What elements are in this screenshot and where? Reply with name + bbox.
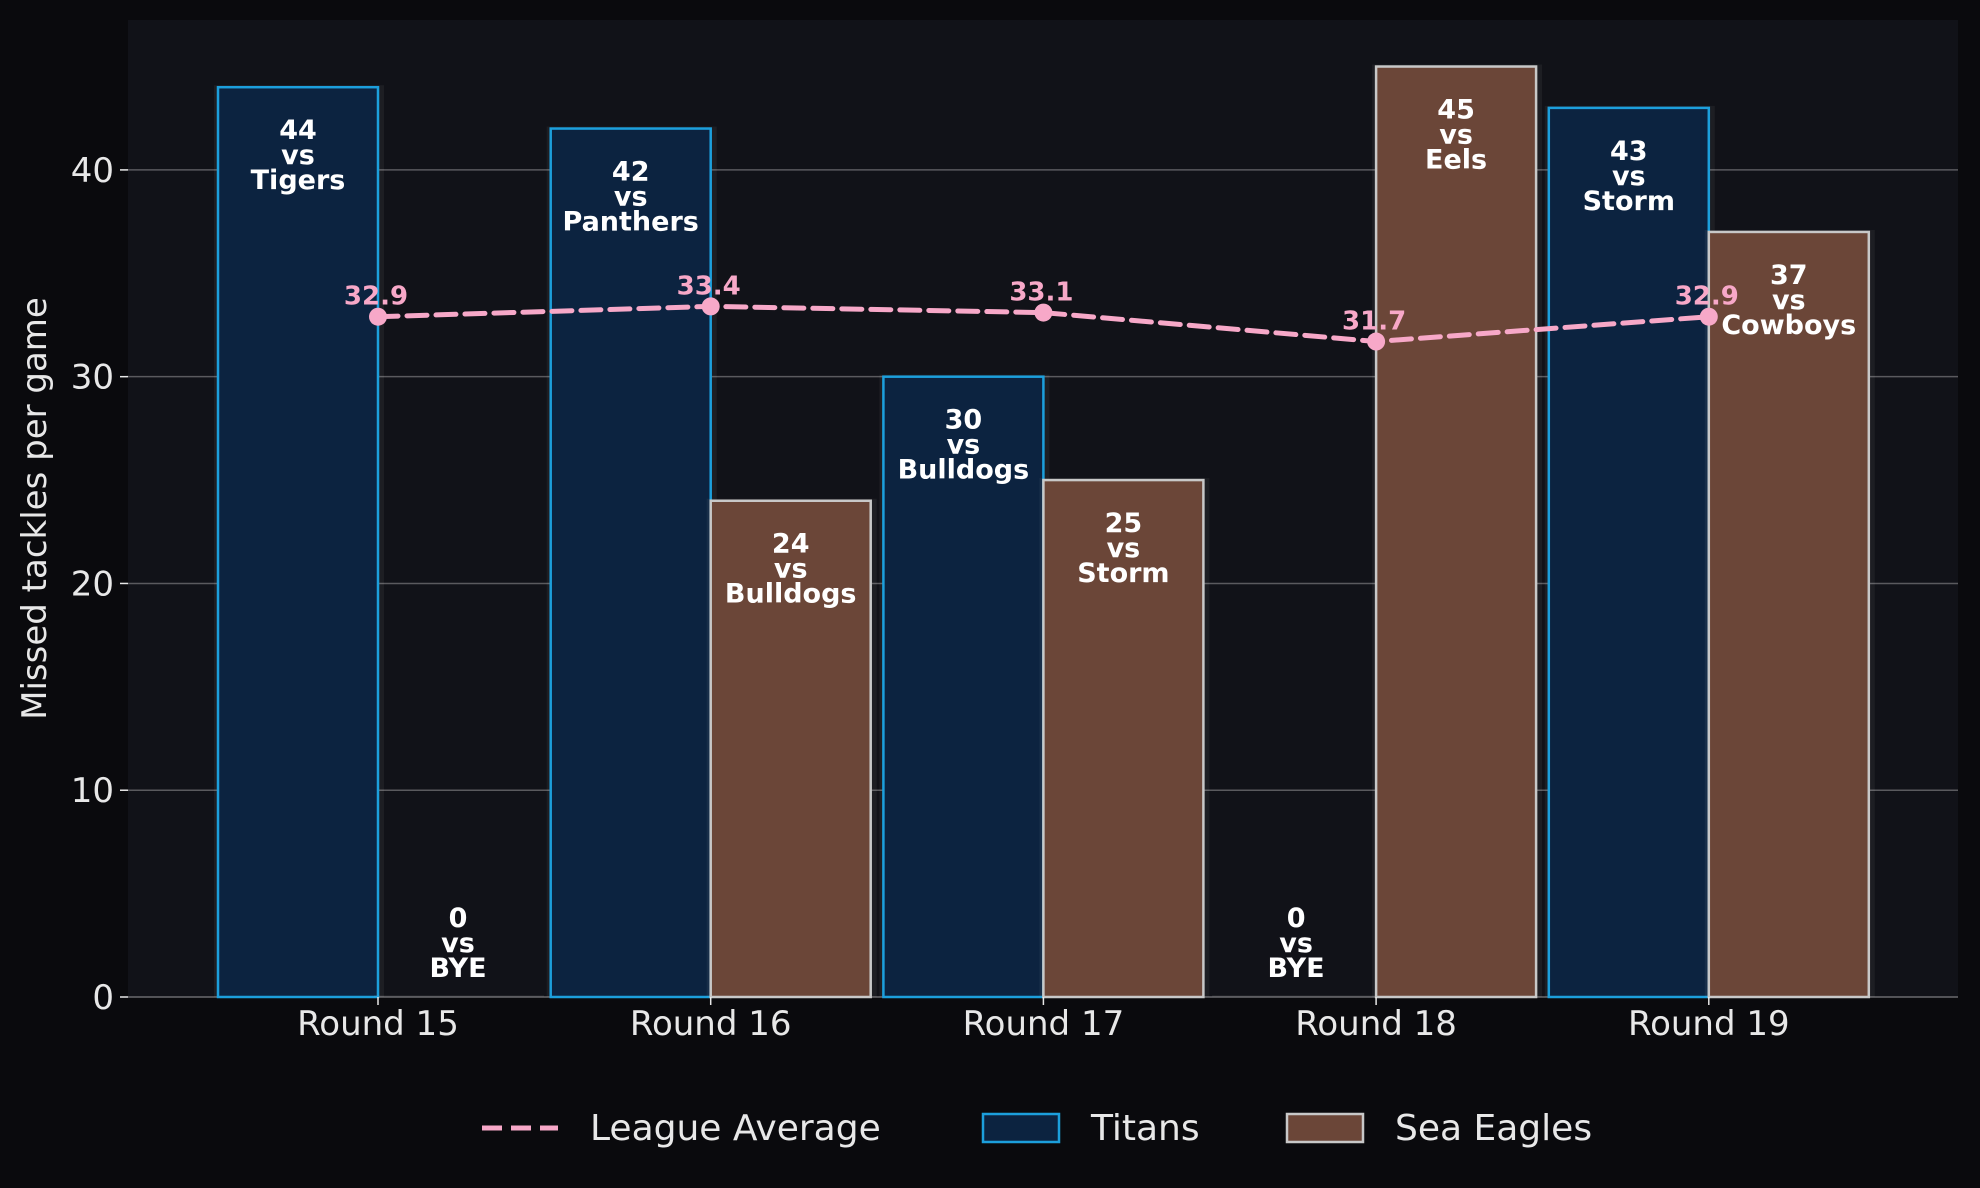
legend-titans-label: Titans xyxy=(1090,1108,1200,1149)
bar-opponent-label: BYE xyxy=(1268,953,1325,984)
bar-opponent-label: Cowboys xyxy=(1721,310,1856,341)
titans-bar xyxy=(216,85,380,999)
bar-value-label: 24 xyxy=(772,529,810,560)
sea-eagles-bar xyxy=(709,499,872,999)
bar-opponent-label: Tigers xyxy=(251,165,346,196)
bar-opponent-label: Storm xyxy=(1583,186,1675,217)
bar-vs-label: vs xyxy=(1772,285,1806,316)
bar-value-label: 42 xyxy=(612,157,650,188)
bar-vs-label: vs xyxy=(774,554,808,585)
league-average-label: 33.1 xyxy=(1009,278,1073,308)
y-tick-label: 40 xyxy=(71,151,114,191)
x-tick-label: Round 18 xyxy=(1295,1004,1457,1044)
x-tick-label: Round 17 xyxy=(963,1004,1125,1044)
legend-league-average-label: League Average xyxy=(590,1108,881,1149)
bar-opponent-label: Storm xyxy=(1077,558,1169,589)
bar-vs-label: vs xyxy=(947,430,981,461)
bar-opponent-label: Bulldogs xyxy=(898,455,1030,486)
league-average-label: 31.7 xyxy=(1342,307,1406,337)
y-tick-label: 30 xyxy=(71,358,114,398)
bar-vs-label: vs xyxy=(441,928,475,959)
bar-vs-label: vs xyxy=(614,182,648,213)
league-average-point xyxy=(1699,307,1718,326)
bar-vs-label: vs xyxy=(1107,533,1141,564)
bar-opponent-label: BYE xyxy=(429,953,486,984)
bar-value-label: 0 xyxy=(1287,903,1306,934)
bar-value-label: 0 xyxy=(449,903,468,934)
bar-vs-label: vs xyxy=(1612,161,1646,192)
legend-sea-eagles-swatch xyxy=(1285,1112,1365,1144)
bar-vs-label: vs xyxy=(281,140,315,171)
league-average-point xyxy=(369,307,387,326)
league-average-label: 32.9 xyxy=(1675,282,1739,312)
legend-titans-swatch xyxy=(981,1112,1061,1144)
bar-value-label: 43 xyxy=(1610,136,1648,167)
bar-glow xyxy=(374,995,544,997)
titans-bar xyxy=(549,127,712,999)
sea-eagles-bar xyxy=(1374,65,1538,999)
titans-bar xyxy=(882,375,1045,999)
bar-opponent-label: Panthers xyxy=(563,207,699,238)
bar-value-label: 37 xyxy=(1770,260,1808,291)
x-tick-label: Round 15 xyxy=(297,1004,459,1044)
bar-opponent-label: Eels xyxy=(1425,145,1487,176)
bar-vs-label: vs xyxy=(1279,928,1313,959)
y-tick-label: 0 xyxy=(92,978,114,1018)
x-tick-label: Round 16 xyxy=(630,1004,792,1044)
legend-sea-eagles-label: Sea Eagles xyxy=(1395,1108,1592,1149)
bar-opponent-label: Bulldogs xyxy=(725,579,857,610)
sea-eagles-bar xyxy=(1042,478,1205,999)
x-tick-label: Round 19 xyxy=(1628,1004,1790,1044)
bar-value-label: 45 xyxy=(1437,95,1475,126)
bar-value-label: 25 xyxy=(1105,508,1143,539)
y-tick-label: 10 xyxy=(71,771,114,811)
bar-glow xyxy=(1212,995,1383,997)
league-average-label: 32.9 xyxy=(344,282,408,312)
league-average-point xyxy=(701,297,720,316)
bar-value-label: 30 xyxy=(945,405,983,436)
bar-value-label: 44 xyxy=(279,115,317,146)
y-axis-label: Missed tackles per game xyxy=(15,297,55,720)
y-tick-label: 20 xyxy=(71,564,114,604)
bar-vs-label: vs xyxy=(1439,120,1473,151)
league-average-point xyxy=(1367,332,1386,351)
sea-eagles-bar xyxy=(1707,230,1871,999)
titans-bar xyxy=(1547,106,1711,999)
league-average-point xyxy=(1034,303,1053,322)
league-average-label: 33.4 xyxy=(677,271,741,301)
